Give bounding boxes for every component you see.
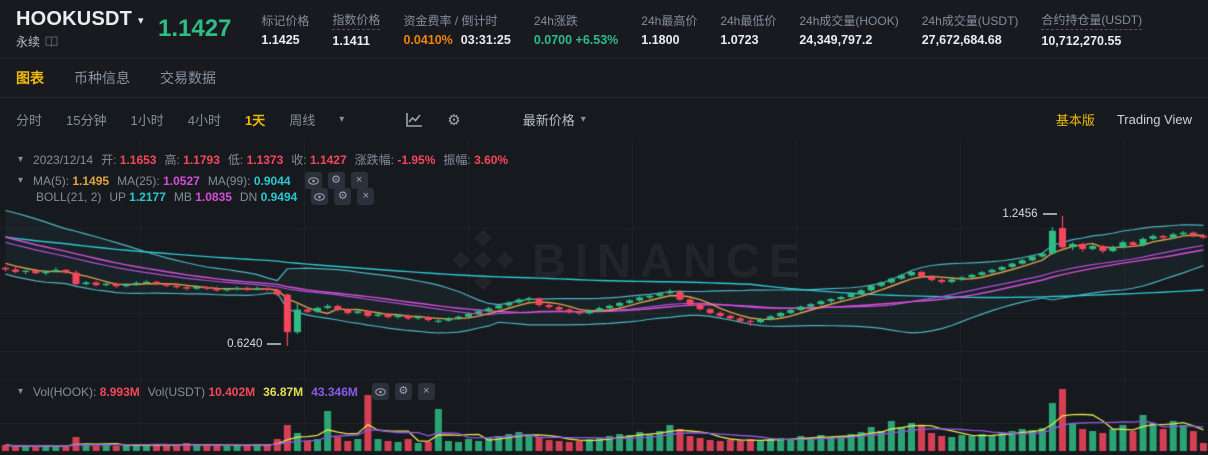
contract-type-label: 永续: [16, 35, 41, 49]
price-mode-select[interactable]: 最新价格 ▾: [522, 113, 586, 128]
low-value: 1.1373: [246, 153, 284, 167]
boll-legend: BOLL(21, 2) UP 1.2177 MB 1.0835 DN 0.949…: [0, 188, 375, 205]
interval-1w[interactable]: 周线: [289, 113, 316, 128]
boll-mb-value: 1.0835: [195, 189, 232, 204]
ma-visibility-eye-icon[interactable]: [304, 172, 322, 189]
ma-legend: ▾ MA(5): 1.1495 MA(25): 1.0527 MA(99): 0…: [0, 172, 368, 189]
funding-rate-value: 0.0410%: [403, 32, 453, 47]
chart-style-icon[interactable]: [406, 112, 423, 127]
vol-ma-fast-value: 36.87M: [263, 384, 304, 399]
last-price: 1.1427: [158, 15, 232, 42]
ma99-value: 0.9044: [253, 173, 291, 188]
collapse-caret-icon[interactable]: ▾: [18, 175, 24, 186]
chart-settings-gear-icon[interactable]: ⚙: [447, 111, 461, 129]
boll-dn-value: 0.9494: [260, 189, 298, 204]
basic-version-toggle[interactable]: 基本版: [1055, 113, 1095, 128]
price-chart-canvas[interactable]: [0, 141, 1208, 455]
annotation-dash: [267, 342, 282, 345]
tradingview-toggle[interactable]: Trading View: [1116, 112, 1192, 127]
interval-more-caret-icon[interactable]: ▾: [339, 114, 345, 125]
legend-date: 2023/12/14: [33, 152, 94, 167]
tab-chart[interactable]: 图表: [16, 70, 44, 86]
interval-15m[interactable]: 15分钟: [66, 113, 107, 128]
vol-remove-close-icon[interactable]: ×: [417, 383, 435, 400]
chart-area: BINANCE ▾ 2023/12/14 开: 1.1653 高: 1.1793…: [0, 141, 1208, 455]
change-percent-value: -1.95%: [397, 153, 436, 167]
stat-index-price: 指数价格 1.1411: [332, 12, 381, 48]
ma5-value: 1.1495: [72, 173, 110, 188]
high-price-annotation: 1.2456: [981, 208, 1057, 220]
symbol-block: HOOKUSDT ▾ 永续: [16, 8, 144, 50]
interval-4h[interactable]: 4小时: [187, 113, 221, 128]
collapse-caret-icon[interactable]: ▾: [18, 154, 24, 165]
tab-coin-info[interactable]: 币种信息: [74, 70, 130, 86]
ticker-header: HOOKUSDT ▾ 永续 1.1427 标记价格 1.1425 指数价格 1.…: [0, 0, 1208, 58]
vol-quote-value: 10.402M: [208, 384, 256, 399]
interval-1d[interactable]: 1天: [244, 113, 266, 128]
vol-settings-gear-icon[interactable]: ⚙: [394, 383, 412, 400]
interval-1h[interactable]: 1小时: [130, 113, 164, 128]
contract-rules-icon[interactable]: [45, 36, 58, 47]
ma-remove-close-icon[interactable]: ×: [350, 172, 368, 189]
stat-mark-price: 标记价格 1.1425: [261, 13, 310, 47]
boll-visibility-eye-icon[interactable]: [311, 188, 329, 205]
ma25-value: 1.0527: [163, 173, 200, 188]
vol-ma-slow-value: 43.346M: [311, 384, 358, 399]
symbol-name: HOOKUSDT: [16, 8, 133, 30]
annotation-dash: [1042, 213, 1057, 215]
vol-visibility-eye-icon[interactable]: [371, 383, 389, 400]
symbol-selector[interactable]: HOOKUSDT ▾: [16, 8, 144, 31]
stat-24h-volume-quote: 24h成交量(USDT) 27,672,684.68: [921, 13, 1019, 47]
vol-base-value: 8.993M: [99, 384, 140, 399]
stat-open-interest: 合约持仓量(USDT) 10,712,270.55: [1041, 12, 1143, 48]
price-mode-caret-icon: ▾: [580, 114, 586, 125]
low-price-annotation: 0.6240: [205, 338, 282, 350]
open-value: 1.1653: [119, 153, 157, 167]
ma-settings-gear-icon[interactable]: ⚙: [327, 172, 345, 189]
volume-legend: ▾ Vol(HOOK): 8.993M Vol(USDT) 10.402M 36…: [0, 383, 435, 400]
boll-name: BOLL(21, 2): [36, 189, 102, 204]
stat-funding-countdown: 资金费率 / 倒计时 0.0410% 03:31:25: [403, 13, 511, 47]
interval-time[interactable]: 分时: [16, 113, 43, 128]
ticker-stats: 标记价格 1.1425 指数价格 1.1411 资金费率 / 倒计时 0.041…: [261, 11, 1143, 48]
boll-remove-close-icon[interactable]: ×: [357, 188, 375, 205]
boll-settings-gear-icon[interactable]: ⚙: [334, 188, 352, 205]
stat-24h-change: 24h涨跌 0.0700 +6.53%: [533, 13, 619, 47]
funding-countdown-value: 03:31:25: [460, 32, 511, 47]
tab-trading-data[interactable]: 交易数据: [160, 70, 216, 86]
collapse-caret-icon[interactable]: ▾: [18, 386, 24, 397]
ohlc-legend: ▾ 2023/12/14 开: 1.1653 高: 1.1793 低: 1.13…: [18, 152, 509, 168]
stat-24h-low: 24h最低价 1.0723: [720, 13, 777, 47]
stat-24h-volume-base: 24h成交量(HOOK) 24,349,797.2: [799, 13, 899, 47]
amplitude-value: 3.60%: [474, 153, 509, 167]
chart-toolbar: 分时 15分钟 1小时 4小时 1天 周线 ▾ ⚙ 最新价格 ▾ 基本版 Tra…: [0, 98, 1208, 141]
boll-up-value: 1.2177: [129, 189, 166, 204]
symbol-dropdown-caret-icon: ▾: [138, 15, 144, 27]
high-value: 1.1793: [183, 153, 220, 167]
section-tabs: 图表 币种信息 交易数据: [0, 58, 1208, 98]
close-value: 1.1427: [309, 153, 347, 167]
stat-24h-high: 24h最高价 1.1800: [641, 13, 698, 47]
